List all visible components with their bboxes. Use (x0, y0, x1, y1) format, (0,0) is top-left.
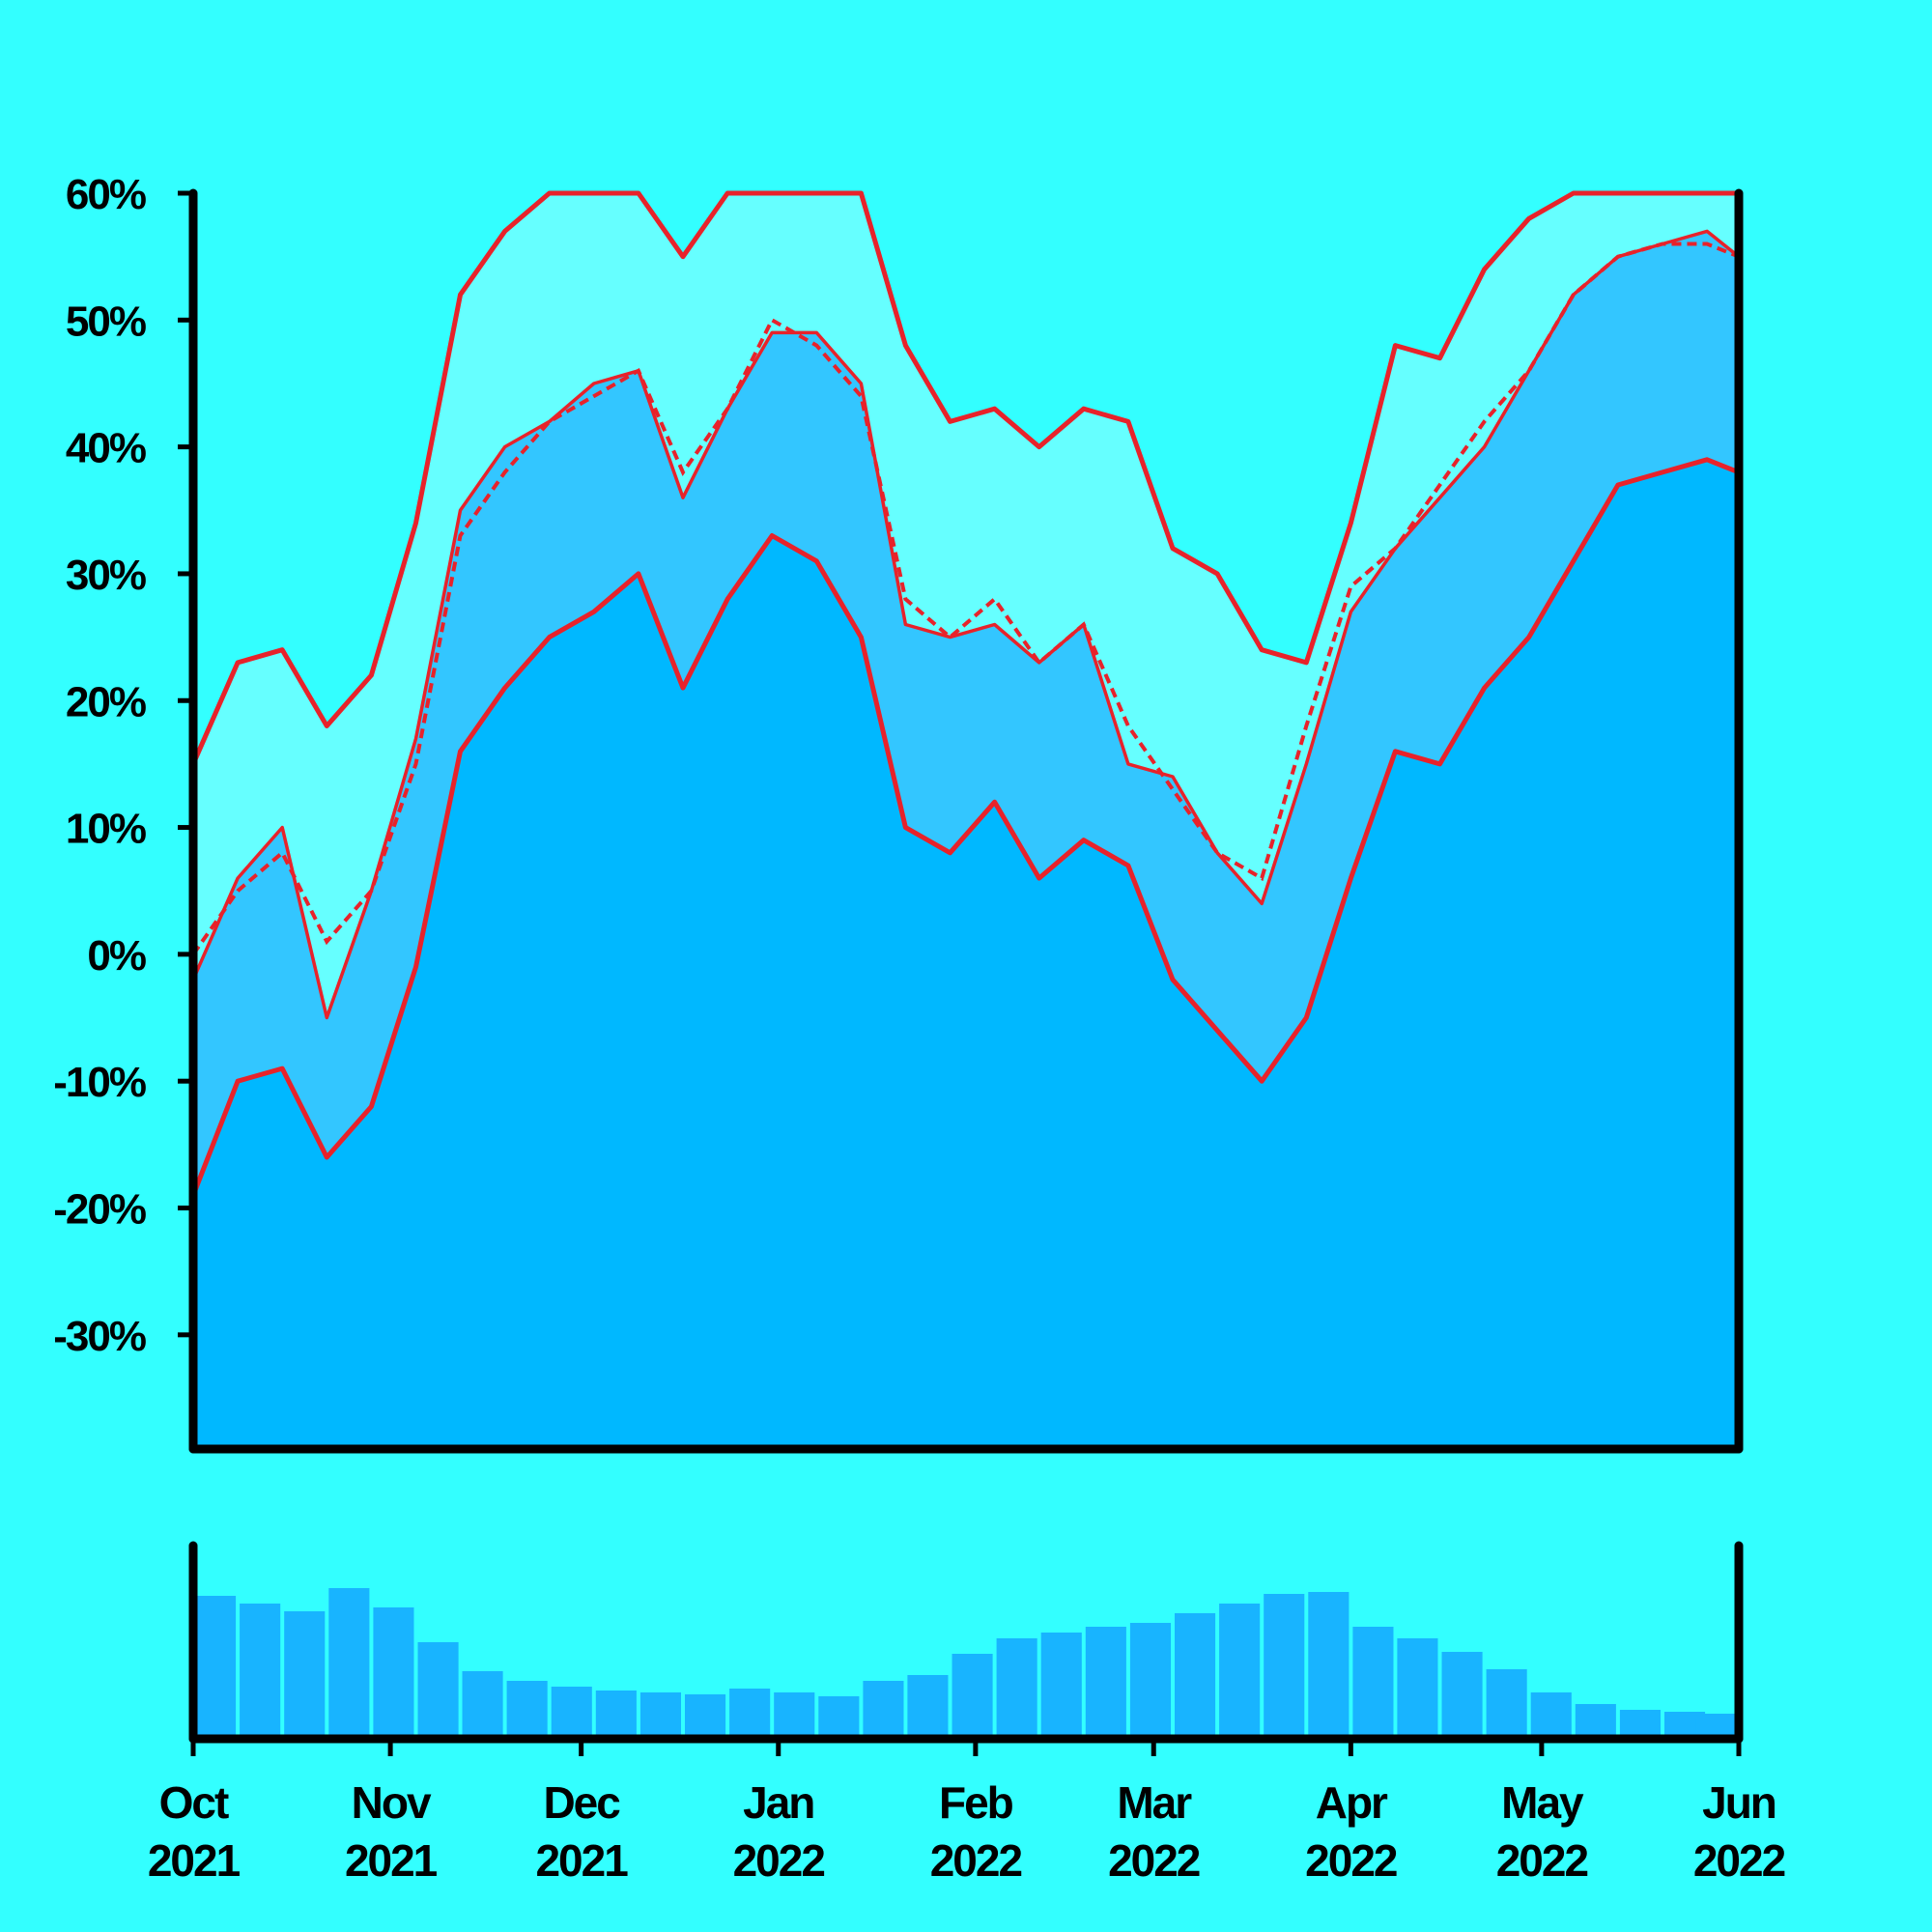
series-line-upper (190, 190, 1739, 765)
volume-bar (1486, 1669, 1527, 1739)
volume-bar (1397, 1638, 1438, 1739)
volume-bar (284, 1611, 326, 1739)
volume-bar (907, 1675, 949, 1739)
xtick-label-month: Apr (1316, 1777, 1388, 1828)
volume-bar (774, 1692, 815, 1739)
volume-bar (863, 1681, 904, 1739)
volume-bar (328, 1588, 370, 1739)
xtick-label-month: Nov (352, 1777, 432, 1828)
volume-bar (551, 1687, 592, 1739)
volume-bar (240, 1604, 281, 1739)
xtick-label-year: 2022 (1693, 1835, 1785, 1886)
base-area (193, 459, 1739, 1449)
xtick-label-month: Jan (743, 1777, 813, 1828)
volume-bar (1264, 1594, 1305, 1739)
volume-bar (1352, 1627, 1394, 1739)
xtick-label-year: 2022 (1496, 1835, 1588, 1886)
axes: 60% 50% 40% 30% 20% 10% 0% -10% -20% -30% Oct 2021 N… (53, 171, 1786, 1886)
volume-bar (1129, 1623, 1171, 1739)
xtick-label-month: Dec (543, 1777, 620, 1828)
xtick-label-year: 2022 (1108, 1835, 1200, 1886)
volume-bar (1695, 1719, 1737, 1739)
xtick-label-year: 2022 (930, 1835, 1022, 1886)
xtick-label-year: 2021 (535, 1835, 628, 1886)
ytick-label: 30% (66, 552, 146, 599)
xtick-label-month: Jun (1702, 1777, 1776, 1828)
volume-bar (1530, 1692, 1572, 1739)
volume-bar (818, 1696, 860, 1739)
xtick-label-year: 2022 (733, 1835, 825, 1886)
volume-plot (195, 1588, 1737, 1739)
volume-bar (685, 1694, 726, 1739)
band-lower-area (193, 231, 1739, 1196)
volume-bar (639, 1692, 681, 1739)
volume-bar (1441, 1652, 1483, 1739)
xtick-label-month: May (1501, 1777, 1584, 1828)
volume-bar (1575, 1704, 1616, 1739)
ytick-label: -20% (53, 1186, 146, 1234)
volume-bar (373, 1607, 414, 1739)
volume-bar (195, 1596, 237, 1739)
ytick-label: 50% (66, 298, 146, 345)
main-plot (190, 190, 1741, 1449)
volume-bar (1175, 1613, 1216, 1739)
xtick-label-month: Feb (939, 1777, 1013, 1828)
xtick-label-month: Oct (159, 1777, 229, 1828)
ytick-label: 20% (66, 678, 146, 725)
xtick-label-year: 2021 (148, 1835, 241, 1886)
series-line-lower (190, 457, 1740, 1197)
xtick-label-month: Mar (1117, 1777, 1192, 1828)
volume-bar (417, 1642, 459, 1739)
volume-bar (1040, 1633, 1082, 1739)
xtick-label-year: 2022 (1305, 1835, 1397, 1886)
volume-bar (595, 1690, 637, 1739)
ytick-label: 40% (66, 425, 146, 472)
ytick-label: -10% (53, 1059, 146, 1106)
volume-bar (952, 1654, 993, 1739)
volume-bar (1085, 1627, 1126, 1739)
ytick-label: 60% (66, 171, 146, 218)
volume-bar (1308, 1592, 1350, 1739)
volume-bar (729, 1689, 771, 1739)
ytick-label: -30% (53, 1313, 146, 1360)
ytick-label: 10% (66, 806, 146, 853)
series-line-price (191, 229, 1741, 1020)
volume-bar (506, 1681, 548, 1739)
volume-bar (996, 1638, 1037, 1739)
band-upper-area (193, 193, 1739, 1018)
volume-bar (1619, 1710, 1661, 1739)
ytick-label: 0% (87, 932, 145, 980)
volume-bar (1219, 1604, 1261, 1739)
volume-bar (462, 1671, 503, 1739)
series-line-average (191, 242, 1740, 956)
xtick-label-year: 2021 (345, 1835, 438, 1886)
